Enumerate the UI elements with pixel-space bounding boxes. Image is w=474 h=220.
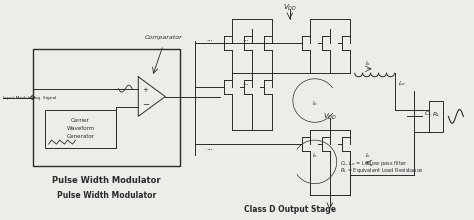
Text: Generator: Generator: [66, 134, 94, 139]
Text: $C_L$: $C_L$: [424, 109, 433, 118]
Text: $I_o$: $I_o$: [365, 59, 371, 68]
Bar: [429, 101, 443, 132]
Bar: [33, 49, 180, 166]
Text: Pulse Width Modulator: Pulse Width Modulator: [52, 176, 161, 185]
Text: $I_o$: $I_o$: [312, 99, 318, 108]
Text: Waveform: Waveform: [66, 126, 95, 131]
Text: Pulse Width Modulator: Pulse Width Modulator: [57, 191, 156, 200]
Text: $R_L$ = Equivalent Load Resistance: $R_L$ = Equivalent Load Resistance: [340, 166, 423, 175]
Text: −: −: [142, 100, 149, 109]
Text: $L_o$: $L_o$: [398, 79, 405, 88]
Text: Class D Output Stage: Class D Output Stage: [244, 205, 336, 214]
Text: ···: ···: [243, 82, 249, 88]
Text: Input Modulating  Signal: Input Modulating Signal: [3, 95, 56, 100]
Text: ···: ···: [243, 38, 249, 44]
Bar: [45, 110, 116, 148]
Text: $C_L$, $L_o$ = LC Low pass filter: $C_L$, $L_o$ = LC Low pass filter: [340, 159, 407, 168]
Text: Carrier: Carrier: [71, 118, 90, 123]
Text: +: +: [142, 87, 148, 93]
Text: ···: ···: [206, 147, 213, 153]
Text: Comparator: Comparator: [145, 35, 182, 40]
Text: $I_o$: $I_o$: [365, 151, 371, 160]
Text: $R_L$: $R_L$: [432, 110, 441, 119]
Text: $V_{DD}$: $V_{DD}$: [323, 111, 337, 121]
Text: ···: ···: [206, 38, 213, 44]
Text: $V_{DD}$: $V_{DD}$: [283, 2, 297, 13]
Text: $I_o$: $I_o$: [312, 151, 318, 160]
